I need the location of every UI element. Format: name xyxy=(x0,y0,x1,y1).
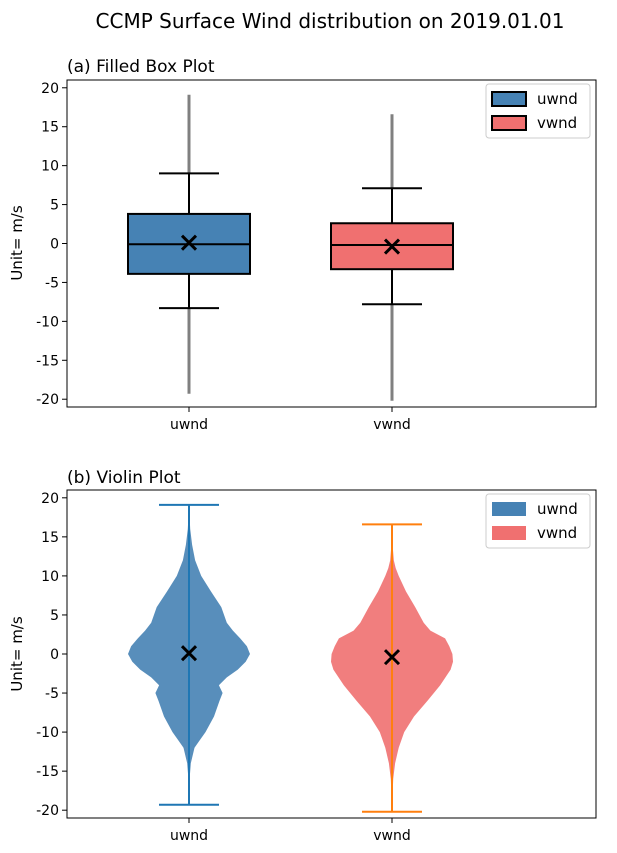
legend-label-vwnd: vwnd xyxy=(537,524,577,542)
box-plot-panel: (a) Filled Box Plot Unit= m/s -20 -15 -10 -… xyxy=(8,57,597,433)
mean-marker xyxy=(180,645,198,662)
y-tick-label: -20 xyxy=(36,392,59,408)
y-tick-label: 5 xyxy=(50,608,59,624)
violin-plot-title: (b) Violin Plot xyxy=(67,468,181,488)
violin-vwnd xyxy=(331,523,453,813)
violin-uwnd xyxy=(128,503,250,806)
y-tick-label: -5 xyxy=(45,686,59,702)
box-plot-ylabel: Unit= m/s xyxy=(8,205,26,281)
box-uwnd xyxy=(127,94,251,394)
legend-swatch-uwnd xyxy=(491,91,527,107)
legend-swatch-uwnd xyxy=(492,502,526,516)
legend-label-uwnd: uwnd xyxy=(537,500,578,518)
legend: uwnd vwnd xyxy=(485,493,591,549)
legend-label-uwnd: uwnd xyxy=(537,90,578,108)
x-tick-label: vwnd xyxy=(373,828,411,844)
y-tick-label: 10 xyxy=(41,159,59,175)
x-tick-label: uwnd xyxy=(170,828,208,844)
box-plot-title: (a) Filled Box Plot xyxy=(67,57,215,77)
y-tick-label: -10 xyxy=(36,725,59,741)
axes-frame xyxy=(66,79,597,408)
legend-swatch-vwnd xyxy=(492,526,526,540)
mean-marker xyxy=(383,649,401,666)
y-tick-label: 20 xyxy=(41,81,59,97)
mean-marker xyxy=(180,234,198,251)
violin-plot-ylabel: Unit= m/s xyxy=(8,616,26,692)
x-tick-label: vwnd xyxy=(373,417,411,433)
y-tick-label: -5 xyxy=(45,275,59,291)
y-tick-label: -20 xyxy=(36,803,59,819)
figure-title: CCMP Surface Wind distribution on 2019.0… xyxy=(96,9,565,33)
legend-label-vwnd: vwnd xyxy=(537,114,577,132)
x-tick-label: uwnd xyxy=(170,417,208,433)
y-tick-label: 15 xyxy=(41,120,59,136)
legend: uwnd vwnd xyxy=(485,83,591,139)
y-tick-label: 10 xyxy=(41,569,59,585)
box-vwnd xyxy=(330,114,454,401)
y-tick-label: 5 xyxy=(50,198,59,214)
axes-frame xyxy=(66,489,597,819)
y-tick-label: -15 xyxy=(36,764,59,780)
y-tick-label: -15 xyxy=(36,353,59,369)
violin-plot-panel: (b) Violin Plot Unit= m/s -20 -15 -10 -5 0 5 1… xyxy=(8,468,597,844)
y-tick-label: 0 xyxy=(50,647,59,663)
y-tick-label: 0 xyxy=(50,237,59,253)
mean-marker xyxy=(383,238,401,255)
legend-swatch-vwnd xyxy=(491,115,527,131)
y-tick-label: -10 xyxy=(36,314,59,330)
y-tick-label: 20 xyxy=(41,491,59,507)
y-tick-label: 15 xyxy=(41,530,59,546)
